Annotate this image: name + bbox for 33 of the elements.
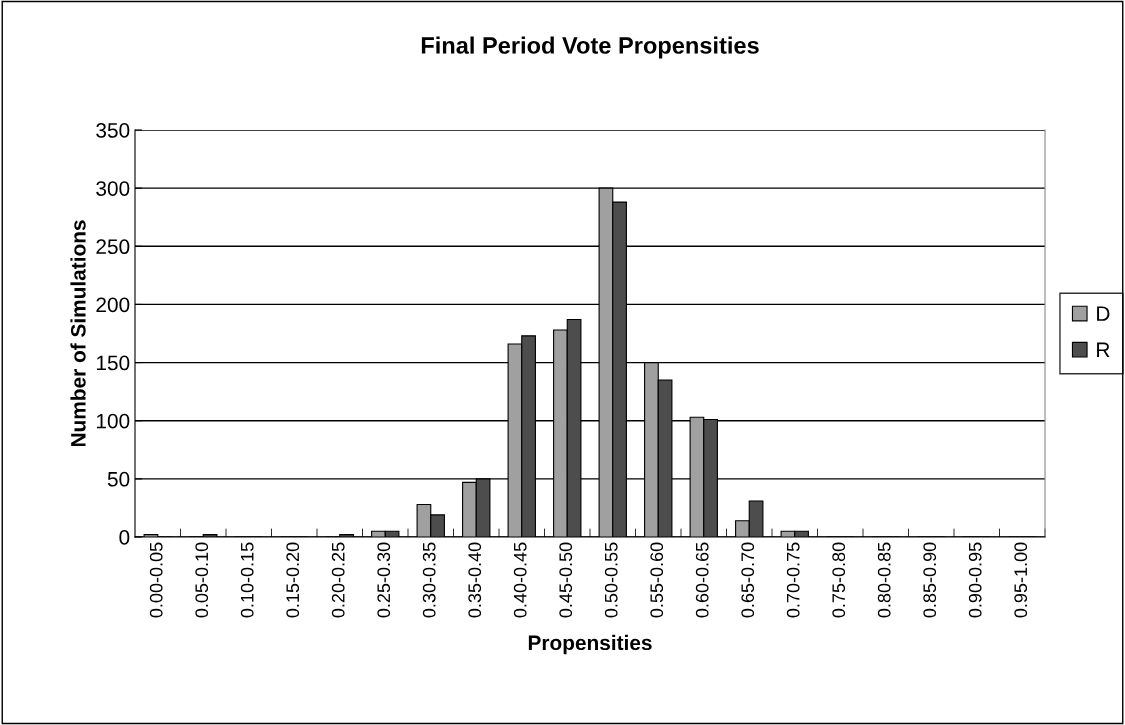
y-tick-label: 150 (96, 355, 130, 371)
y-tick-label: 100 (96, 413, 130, 429)
x-tick-label: 0.15-0.20 (286, 542, 300, 618)
x-tick-label: 0.50-0.55 (604, 542, 618, 618)
x-tick-label: 0.95-1.00 (1014, 542, 1028, 618)
y-axis-title: Number of Simulations (70, 220, 86, 447)
x-tick-label: 0.70-0.75 (786, 542, 800, 618)
y-tick-label: 0 (119, 530, 130, 545)
y-tick-label: 50 (107, 471, 130, 487)
legend-label: D (1097, 306, 1110, 321)
x-tick-label: 0.35-0.40 (468, 542, 482, 618)
x-axis-title: Propensities (528, 634, 652, 655)
x-tick-label: 0.00-0.05 (149, 542, 163, 618)
x-tick-label: 0.05-0.10 (195, 542, 209, 618)
x-tick-label: 0.25-0.30 (377, 542, 391, 618)
x-tick-label: 0.85-0.90 (923, 542, 937, 618)
x-tick-label: 0.60-0.65 (695, 542, 709, 618)
x-tick-label: 0.80-0.85 (877, 542, 891, 618)
x-tick-label: 0.90-0.95 (968, 542, 982, 618)
y-tick-label: 350 (96, 123, 130, 138)
y-tick-label: 200 (96, 297, 130, 313)
legend-label: R (1097, 342, 1110, 357)
x-tick-label: 0.45-0.50 (559, 542, 573, 618)
x-tick-label: 0.55-0.60 (650, 542, 664, 618)
y-tick-label: 300 (96, 181, 130, 196)
x-tick-label: 0.10-0.15 (240, 542, 254, 618)
y-tick-label: 250 (96, 239, 130, 255)
chart-title: Final Period Vote Propensities (421, 36, 759, 59)
x-tick-label: 0.20-0.25 (331, 542, 345, 618)
x-tick-label: 0.65-0.70 (741, 542, 755, 618)
x-tick-label: 0.40-0.45 (513, 542, 527, 618)
x-tick-label: 0.30-0.35 (422, 542, 436, 618)
x-tick-label: 0.75-0.80 (832, 542, 846, 618)
